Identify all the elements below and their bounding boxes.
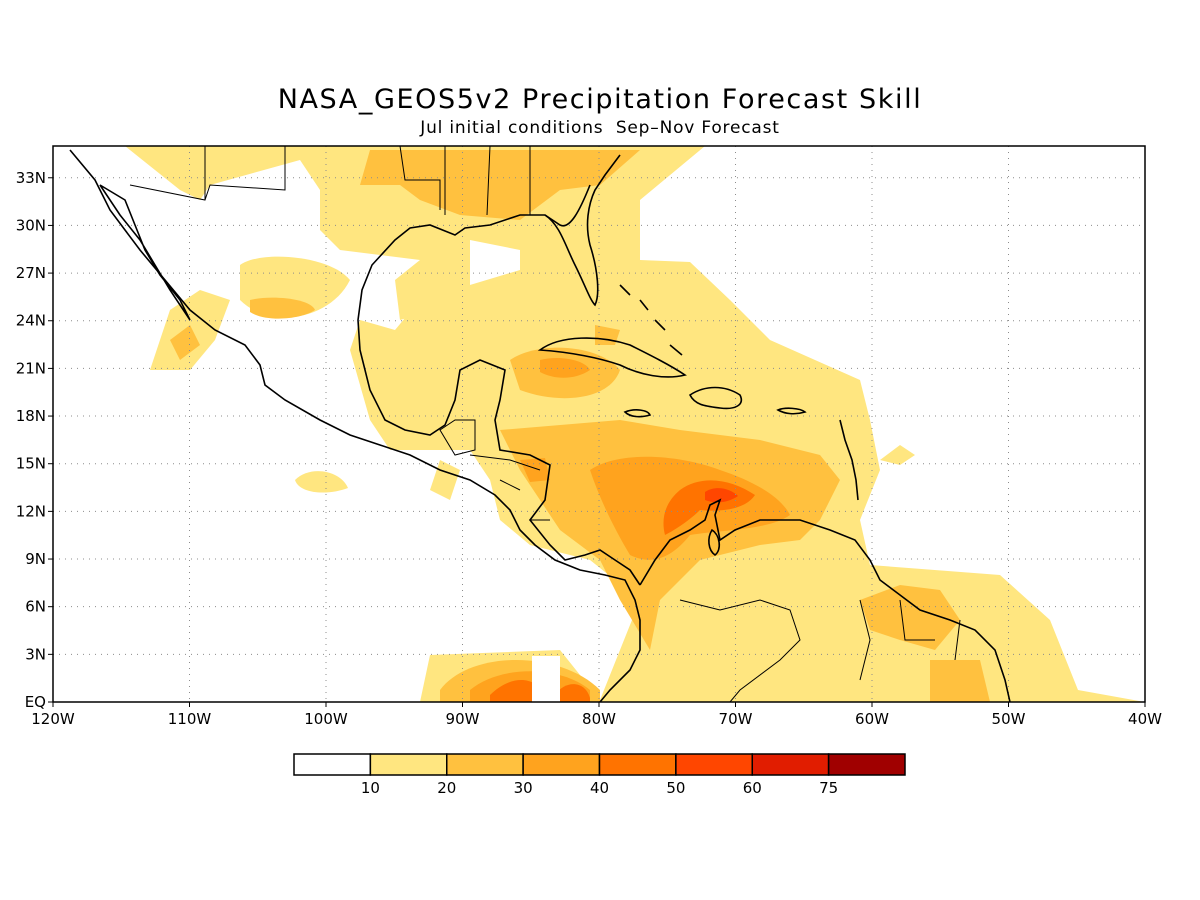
legend-swatch xyxy=(446,753,524,776)
legend-swatch xyxy=(827,753,906,776)
legend-tick-label: 40 xyxy=(590,779,609,797)
lon-tick-label: 60W xyxy=(855,710,889,728)
legend-swatch xyxy=(522,753,601,776)
legend-swatch xyxy=(293,753,372,776)
legend-tick-label: 30 xyxy=(514,779,533,797)
lon-tick-label: 40W xyxy=(1128,710,1162,728)
legend-tick-label: 10 xyxy=(361,779,380,797)
lon-tick-label: 80W xyxy=(582,710,616,728)
lat-tick-label: 18N xyxy=(16,407,46,425)
legend-swatch xyxy=(369,753,448,776)
skill-shading xyxy=(125,146,1145,702)
lat-tick-label: 6N xyxy=(25,598,46,616)
skill-level-50 xyxy=(705,488,738,503)
lat-tick-label: 9N xyxy=(25,550,46,568)
lon-tick-label: 100W xyxy=(304,710,348,728)
lon-tick-label: 70W xyxy=(719,710,753,728)
graticule xyxy=(53,146,1145,702)
legend-tick-label: 20 xyxy=(437,779,456,797)
coastlines xyxy=(69,149,1011,702)
lat-tick-label: 15N xyxy=(16,455,46,473)
lon-tick-label: 110W xyxy=(168,710,212,728)
lat-tick-label: 27N xyxy=(16,264,46,282)
lat-tick-label: 3N xyxy=(25,645,46,663)
legend-tick-label: 60 xyxy=(743,779,762,797)
lon-tick-label: 90W xyxy=(446,710,480,728)
lat-tick-label: 21N xyxy=(16,359,46,377)
lat-tick-label: 33N xyxy=(16,169,46,187)
legend-tick-label: 75 xyxy=(819,779,838,797)
legend-tick-label: 50 xyxy=(666,779,685,797)
lat-tick-label: 24N xyxy=(16,312,46,330)
map-subtitle: Jul initial conditions Sep–Nov Forecast xyxy=(420,118,780,138)
legend-swatch xyxy=(675,753,753,776)
masked-area xyxy=(532,656,560,702)
legend-swatch xyxy=(598,753,677,776)
lon-tick-label: 50W xyxy=(992,710,1026,728)
lat-tick-label: 30N xyxy=(16,216,46,234)
lon-tick-label: 120W xyxy=(31,710,75,728)
legend-swatch xyxy=(751,753,830,776)
borders xyxy=(129,146,961,702)
axis-labels: EQ 3N 6N 9N 12N 15N 18N 21N 24N 27N 30N 33N 120W 110W… xyxy=(16,169,1162,728)
lat-tick-label: 12N xyxy=(16,502,46,520)
legend-colorbar: 10 20 30 40 50 60 75 xyxy=(293,753,906,797)
lat-tick-label: EQ xyxy=(25,693,46,711)
map-title: NASA_GEOS5v2 Precipitation Forecast Skil… xyxy=(277,84,923,115)
